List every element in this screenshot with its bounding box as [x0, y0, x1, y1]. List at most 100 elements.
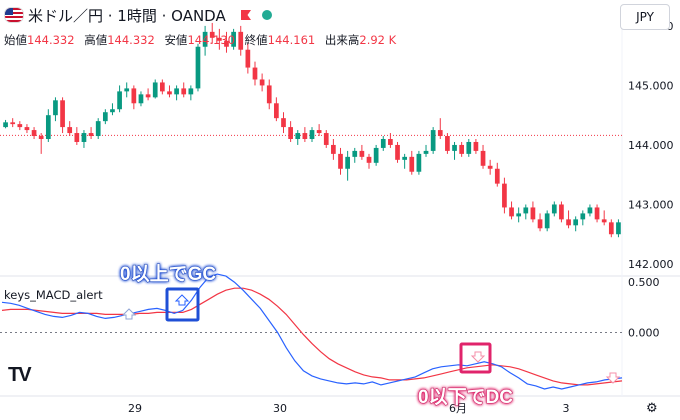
candle: [45, 115, 51, 139]
dc-arrow-icon: [470, 351, 486, 363]
candle: [124, 88, 130, 92]
candle: [281, 118, 286, 128]
candle: [509, 207, 514, 217]
price-tick-label: 142.000: [628, 258, 674, 271]
candle: [288, 127, 293, 139]
candle: [437, 130, 443, 137]
candle: [445, 136, 450, 151]
candle: [573, 219, 579, 226]
candle: [430, 130, 436, 151]
candle: [274, 103, 279, 119]
candle: [266, 85, 272, 104]
candle: [110, 109, 115, 113]
candle: [3, 122, 8, 128]
dc-annotation: 0以下でDC: [417, 387, 514, 409]
candle: [309, 130, 315, 139]
candle: [359, 150, 365, 157]
candle: [323, 133, 329, 145]
candle: [402, 156, 407, 160]
candle: [594, 207, 600, 220]
gear-icon[interactable]: ⚙: [646, 401, 658, 416]
candle: [131, 88, 137, 104]
candle: [245, 49, 251, 68]
candle: [452, 144, 457, 151]
candle: [224, 40, 229, 47]
candle: [24, 127, 30, 131]
candle: [259, 79, 265, 86]
candle: [544, 213, 550, 229]
macd-tick-label: 0.500: [628, 276, 660, 289]
candle: [423, 150, 429, 154]
tradingview-logo-icon[interactable]: TV: [8, 364, 32, 386]
us-flag-icon: [4, 7, 24, 23]
candle: [31, 130, 37, 137]
candle: [238, 31, 244, 50]
candle: [102, 112, 108, 122]
signal-line: [1, 287, 623, 386]
candle: [95, 121, 101, 137]
candle: [88, 133, 94, 137]
candle: [502, 183, 507, 208]
gc-annotation: 0以上でGC: [119, 264, 217, 286]
close-value: 144.161: [267, 33, 316, 47]
candle: [38, 136, 44, 139]
high-label: 高値: [84, 33, 108, 47]
volume-value: 2.92 K: [359, 33, 397, 47]
candle: [167, 91, 172, 95]
candle: [67, 127, 73, 134]
indicator-name[interactable]: keys_MACD_alert: [4, 288, 103, 302]
candle: [345, 156, 350, 169]
candle: [252, 67, 258, 80]
dc-arrow-icon: [605, 372, 621, 384]
dc-highlight-box: [459, 342, 492, 374]
candle: [459, 144, 465, 154]
macd-line: [1, 273, 623, 390]
price-tick-label: 144.000: [628, 139, 674, 152]
candle: [616, 222, 621, 235]
candle: [145, 94, 151, 98]
low-value: 144.130: [187, 33, 235, 47]
open-value: 144.332: [27, 33, 75, 47]
candle: [316, 130, 322, 134]
candle: [516, 213, 522, 217]
candle: [17, 124, 23, 128]
symbol-title[interactable]: 米ドル／円 · 1時間 · OANDA: [28, 6, 226, 25]
currency-button[interactable]: JPY: [620, 4, 670, 30]
candle: [295, 133, 301, 139]
candle: [537, 219, 543, 229]
candle: [380, 139, 386, 148]
candle: [152, 82, 158, 98]
candle: [138, 94, 144, 104]
candle: [530, 207, 536, 220]
candle: [608, 222, 614, 235]
gc-arrow-icon: [121, 308, 137, 320]
candle: [331, 144, 336, 154]
candle: [159, 82, 165, 92]
macd-tick-label: 0.000: [628, 327, 660, 340]
candle: [195, 46, 201, 89]
flag-marker-icon[interactable]: [240, 9, 252, 21]
candle: [117, 91, 122, 110]
low-label: 安値: [164, 33, 188, 47]
candle: [587, 207, 593, 214]
chart-header: 米ドル／円 · 1時間 · OANDA: [4, 4, 272, 26]
price-tick-label: 145.000: [628, 79, 674, 92]
time-tick-label: 30: [273, 402, 287, 415]
candle: [388, 139, 393, 145]
gc-arrow-icon: [174, 294, 190, 306]
candle: [352, 150, 358, 157]
candle: [302, 133, 308, 139]
time-tick-label: 6月: [449, 402, 467, 415]
candle: [53, 100, 58, 116]
candle: [473, 141, 479, 151]
volume-label: 出来高: [324, 33, 360, 47]
candle: [551, 204, 557, 214]
candle: [601, 219, 607, 223]
candle: [338, 153, 343, 169]
candle: [523, 207, 529, 214]
time-tick-label: 3: [563, 402, 570, 415]
candle: [395, 144, 400, 160]
open-label: 始値: [4, 33, 27, 47]
candle: [188, 88, 194, 95]
